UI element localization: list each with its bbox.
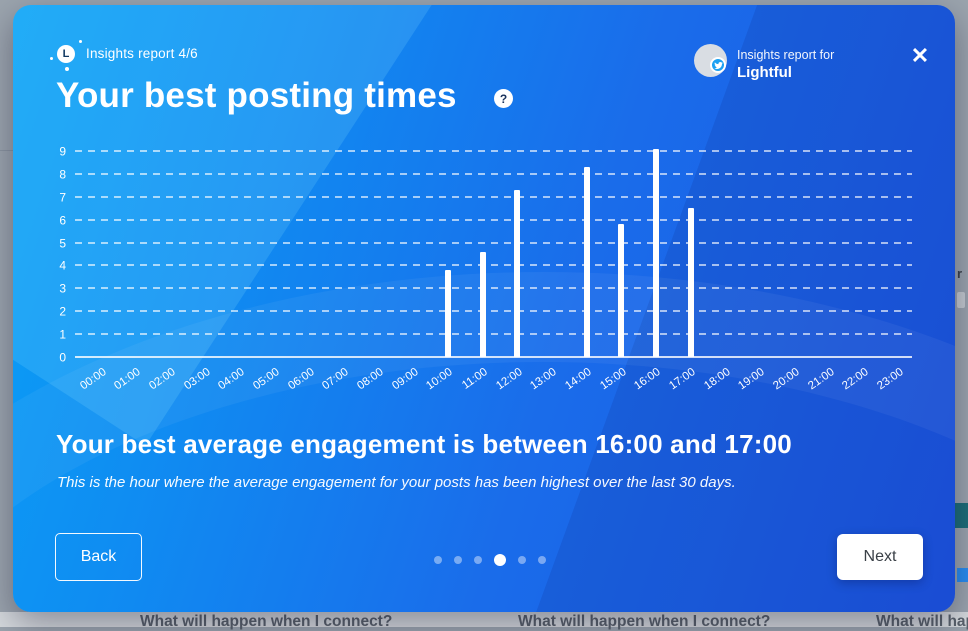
pagination-dot-1[interactable]	[434, 556, 442, 564]
y-axis-tick-label: 2	[59, 305, 66, 319]
bar-15:00[interactable]	[618, 224, 624, 357]
next-button[interactable]: Next	[837, 534, 923, 580]
bar-10:00[interactable]	[445, 270, 451, 357]
bar-11:00[interactable]	[480, 252, 486, 357]
background-fragment	[957, 292, 965, 308]
gridline	[75, 356, 912, 358]
logo-sparkle-dot	[50, 57, 53, 60]
close-icon[interactable]: ✕	[906, 42, 934, 70]
y-axis-tick-label: 8	[59, 168, 66, 182]
y-axis-tick-label: 1	[59, 328, 66, 342]
page-title: Your best posting times	[56, 76, 457, 116]
pagination-dots	[434, 548, 546, 572]
background-question-text: What will happen when I connect?	[140, 613, 392, 631]
insight-headline: Your best average engagement is between …	[56, 429, 792, 460]
back-button[interactable]: Back	[55, 533, 142, 581]
gridline	[75, 264, 912, 266]
gridline	[75, 219, 912, 221]
insight-subtext: This is the hour where the average engag…	[57, 474, 736, 491]
insights-report-modal: L Insights report 4/6 Your best posting …	[13, 5, 955, 612]
pagination-dot-2[interactable]	[454, 556, 462, 564]
background-teal-fragment	[955, 503, 968, 528]
bar-17:00[interactable]	[688, 208, 694, 357]
y-axis-tick-label: 4	[59, 259, 66, 273]
bar-12:00[interactable]	[514, 190, 520, 357]
logo-sparkle-dot	[65, 67, 69, 71]
y-axis-tick-label: 5	[59, 236, 66, 250]
gridline	[75, 173, 912, 175]
background-bottom-strip: What will happen when I connect? What wi…	[0, 612, 968, 627]
pagination-dot-4[interactable]	[494, 554, 506, 566]
background-blue-fragment	[957, 568, 968, 582]
account-name: Lightful	[737, 64, 792, 81]
twitter-badge-icon	[710, 57, 726, 73]
help-icon[interactable]: ?	[494, 89, 513, 108]
background-text-fragment: r	[957, 266, 962, 281]
y-axis-tick-label: 7	[59, 190, 66, 204]
background-question-text: What will happen when I connect?	[518, 613, 770, 631]
pagination-dot-6[interactable]	[538, 556, 546, 564]
gridline	[75, 242, 912, 244]
gridline	[75, 287, 912, 289]
gridline	[75, 310, 912, 312]
bar-16:00[interactable]	[653, 149, 659, 357]
background-question-text: What will happen when I connect?	[876, 613, 968, 631]
y-axis-tick-label: 0	[59, 351, 66, 365]
background-divider	[0, 150, 13, 151]
gridline	[75, 333, 912, 335]
report-for-label: Insights report for	[737, 48, 834, 62]
gridline	[75, 150, 912, 152]
y-axis-tick-label: 6	[59, 213, 66, 227]
logo-sparkle-dot	[79, 40, 82, 43]
bar-14:00[interactable]	[584, 167, 590, 357]
gridline	[75, 196, 912, 198]
report-progress-label: Insights report 4/6	[86, 46, 198, 61]
lightful-logo-icon: L	[57, 45, 75, 63]
pagination-dot-3[interactable]	[474, 556, 482, 564]
pagination-dot-5[interactable]	[518, 556, 526, 564]
y-axis-tick-label: 3	[59, 282, 66, 296]
y-axis-tick-label: 9	[59, 145, 66, 159]
